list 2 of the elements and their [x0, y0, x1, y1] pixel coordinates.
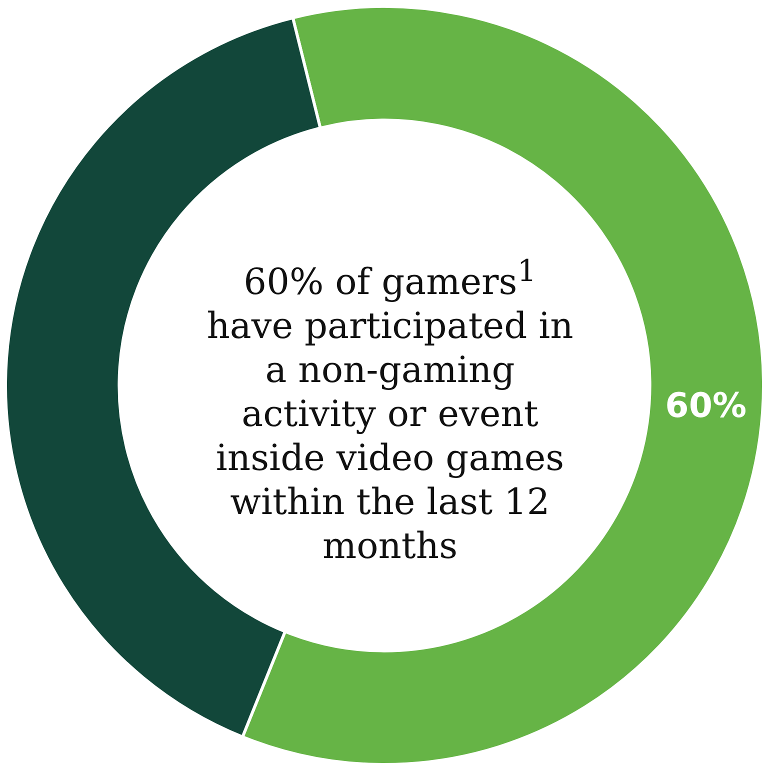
data-label: 60%: [665, 386, 747, 426]
text: 60% of gamers$^{1}$ have participated in a non-gaming activity or event inside video games within the last 12 months: [206, 253, 574, 569]
